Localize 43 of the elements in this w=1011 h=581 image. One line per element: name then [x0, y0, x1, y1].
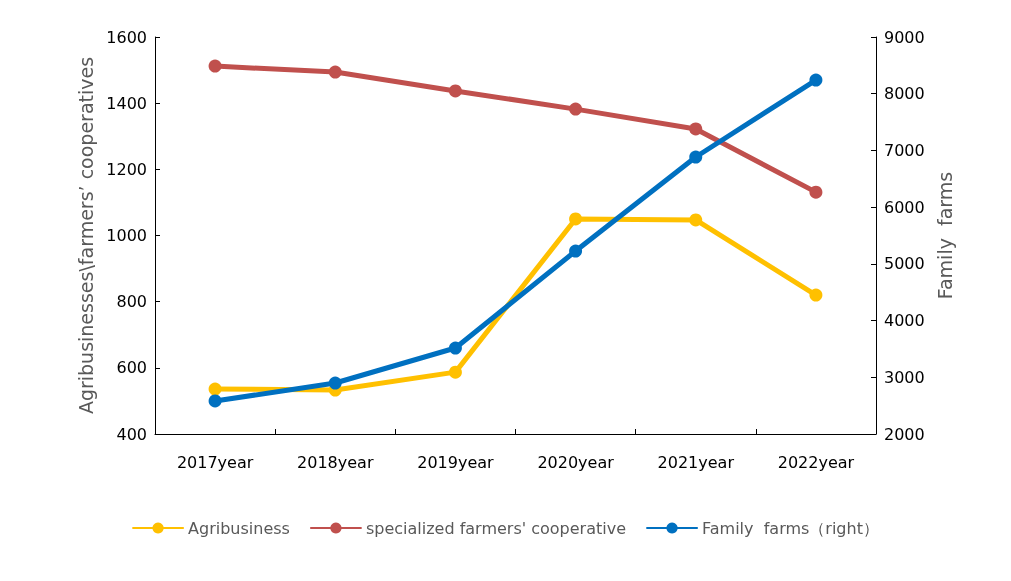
y2-tick-label: 6000 [884, 197, 925, 217]
y-tick-label: 1000 [106, 226, 147, 245]
y2-tick-label: 4000 [884, 311, 925, 331]
y2-axis-title: Family farms [934, 171, 957, 300]
point [328, 65, 342, 79]
x-tick-label: 2019year [417, 452, 495, 472]
point [689, 150, 703, 164]
y2-tick-label: 2000 [884, 424, 925, 444]
x-tick-label: 2021year [657, 452, 735, 472]
point [208, 382, 222, 396]
y2-tick-label: 7000 [884, 140, 925, 160]
point [569, 102, 583, 116]
point [809, 288, 823, 302]
x-tick-label: 2018year [297, 452, 374, 472]
x-tick-label: 2020year [537, 452, 615, 472]
y2-tick-label: 9000 [884, 27, 925, 47]
y2-tick-label: 3000 [884, 367, 925, 387]
point [208, 59, 222, 73]
x-tick-label: 2022year [777, 452, 855, 472]
y-tick-label: 1400 [106, 93, 147, 113]
point [328, 376, 342, 390]
x-tick-label: 2017year [176, 452, 254, 472]
y-tick-label: 800 [116, 292, 147, 312]
legend-label: Agribusiness [188, 518, 290, 538]
point [689, 122, 703, 136]
y-tick-label: 1200 [106, 159, 147, 179]
point [689, 213, 703, 227]
point [448, 84, 462, 98]
point [448, 341, 462, 355]
point [809, 185, 823, 199]
y-tick-label: 600 [116, 358, 147, 378]
point [448, 365, 462, 379]
point [208, 394, 222, 408]
y-axis-title: Agribusinesses\farmers’ cooperatives [74, 56, 97, 415]
point [809, 73, 823, 87]
y2-tick-label: 5000 [884, 254, 925, 274]
point [569, 212, 583, 226]
y-tick-label: 400 [116, 424, 147, 444]
legend-label: Family farms（right） [702, 518, 879, 538]
y2-tick-label: 8000 [884, 84, 925, 104]
point [569, 244, 583, 258]
y-tick-label: 1600 [106, 27, 147, 47]
legend-label: specialized farmers' cooperative [365, 518, 627, 538]
